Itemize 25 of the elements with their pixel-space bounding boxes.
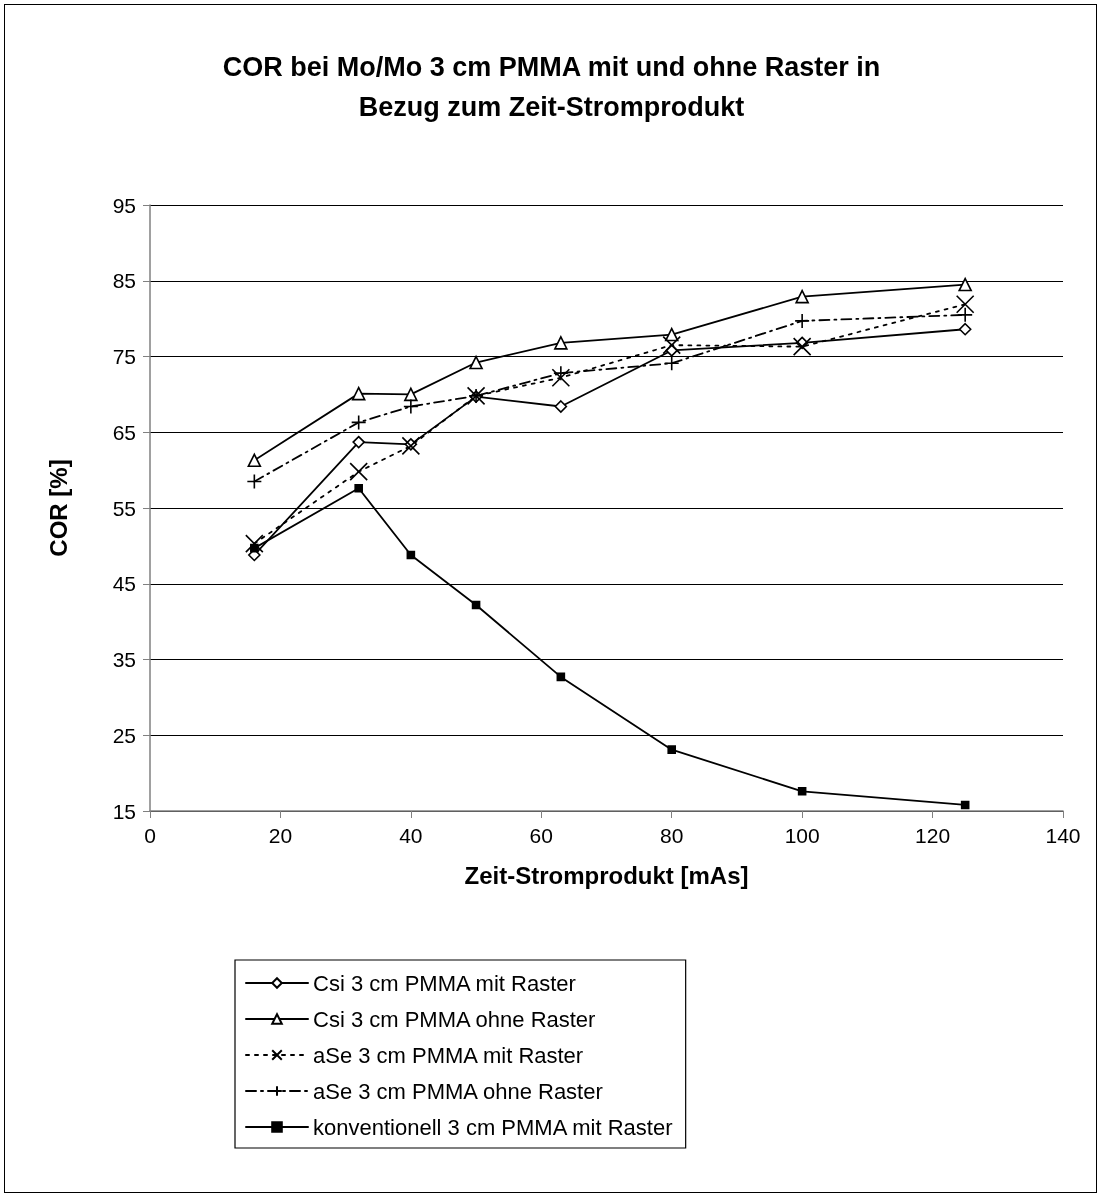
legend-label: aSe 3 cm PMMA mit Raster [313, 1042, 584, 1068]
y-tick-label: 25 [112, 723, 136, 747]
x-tick-label: 80 [660, 824, 684, 847]
legend-label: konventionell 3 cm PMMA mit Raster [313, 1114, 673, 1140]
y-tick-label: 35 [112, 648, 136, 671]
x-tick-label: 0 [144, 824, 156, 847]
legend-label: Csi 3 cm PMMA ohne Raster [313, 1006, 596, 1032]
x-tick-label: 40 [399, 824, 423, 847]
y-tick-label: 95 [112, 193, 136, 217]
x-axis-title: Zeit-Stromprodukt [mAs] [464, 861, 749, 889]
x-tick-label: 140 [1045, 824, 1081, 847]
y-tick-label: 45 [112, 572, 136, 596]
x-tick-label: 120 [915, 824, 951, 847]
legend-label: Csi 3 cm PMMA mit Raster [313, 970, 576, 996]
y-tick-label: 15 [112, 799, 136, 823]
y-tick-label: 65 [112, 420, 136, 444]
x-tick-label: 100 [784, 824, 820, 847]
y-tick-label: 85 [112, 269, 136, 293]
chart-title: COR bei Mo/Mo 3 cm PMMA mit und ohne Raster in Bezug zum Zeit-Stromprodukt [222, 52, 881, 122]
x-tick-label: 60 [529, 824, 553, 847]
y-axis-title: COR [%] [44, 459, 72, 557]
y-tick-label: 75 [112, 345, 136, 368]
legend-label: aSe 3 cm PMMA ohne Raster [313, 1078, 603, 1104]
y-tick-label: 55 [112, 496, 136, 520]
x-tick-label: 20 [268, 824, 293, 847]
